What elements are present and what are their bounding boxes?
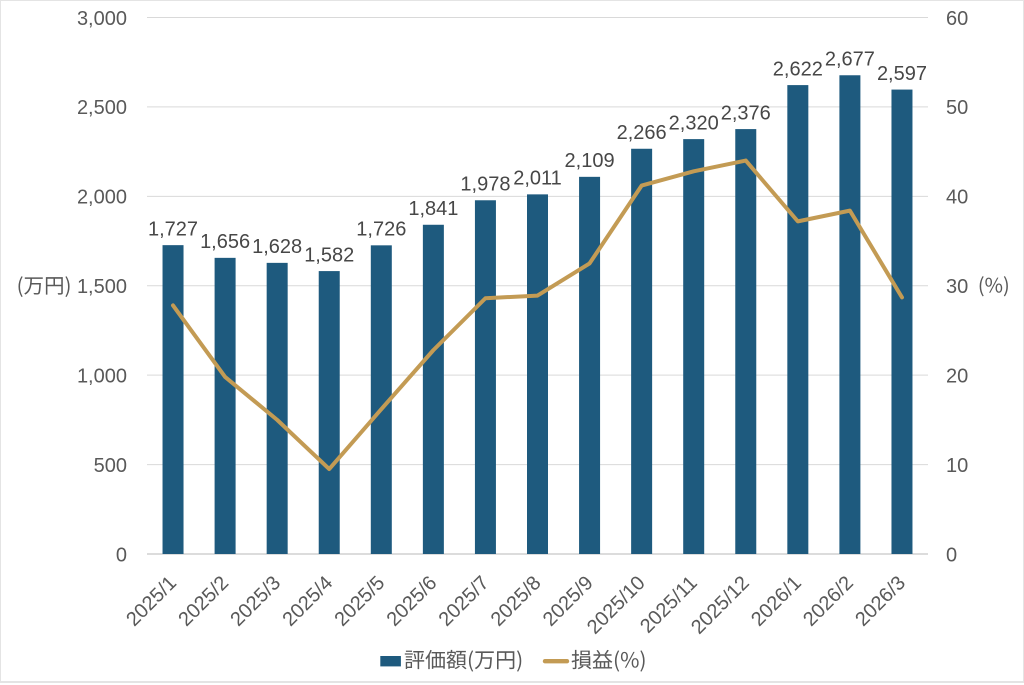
svg-text:2,500: 2,500 — [77, 97, 127, 119]
svg-text:1,978: 1,978 — [460, 174, 510, 196]
svg-text:40: 40 — [946, 187, 968, 209]
svg-text:1,628: 1,628 — [252, 236, 302, 258]
svg-text:0: 0 — [946, 544, 957, 566]
svg-text:2,597: 2,597 — [877, 63, 927, 85]
svg-text:10: 10 — [946, 455, 968, 477]
svg-text:2,109: 2,109 — [565, 150, 615, 172]
svg-text:1,582: 1,582 — [304, 244, 354, 266]
svg-text:30: 30 — [946, 276, 968, 298]
svg-text:2,376: 2,376 — [721, 102, 771, 124]
svg-text:1,841: 1,841 — [408, 198, 458, 220]
svg-text:1,727: 1,727 — [148, 218, 198, 240]
svg-text:2,266: 2,266 — [617, 122, 667, 144]
svg-text:1,726: 1,726 — [356, 219, 406, 241]
svg-text:2,011: 2,011 — [513, 168, 562, 190]
svg-text:2,320: 2,320 — [669, 112, 719, 134]
svg-text:2,677: 2,677 — [825, 49, 875, 71]
svg-text:3,000: 3,000 — [77, 8, 127, 30]
svg-text:2,622: 2,622 — [773, 58, 823, 80]
svg-text:0: 0 — [116, 544, 127, 566]
svg-text:500: 500 — [94, 455, 127, 477]
svg-text:2,000: 2,000 — [77, 187, 127, 209]
svg-text:1,000: 1,000 — [77, 365, 127, 387]
svg-text:1,500: 1,500 — [77, 276, 127, 298]
svg-text:1,656: 1,656 — [200, 231, 250, 253]
svg-text:50: 50 — [946, 97, 968, 119]
svg-text:20: 20 — [946, 365, 968, 387]
svg-text:60: 60 — [946, 8, 968, 30]
